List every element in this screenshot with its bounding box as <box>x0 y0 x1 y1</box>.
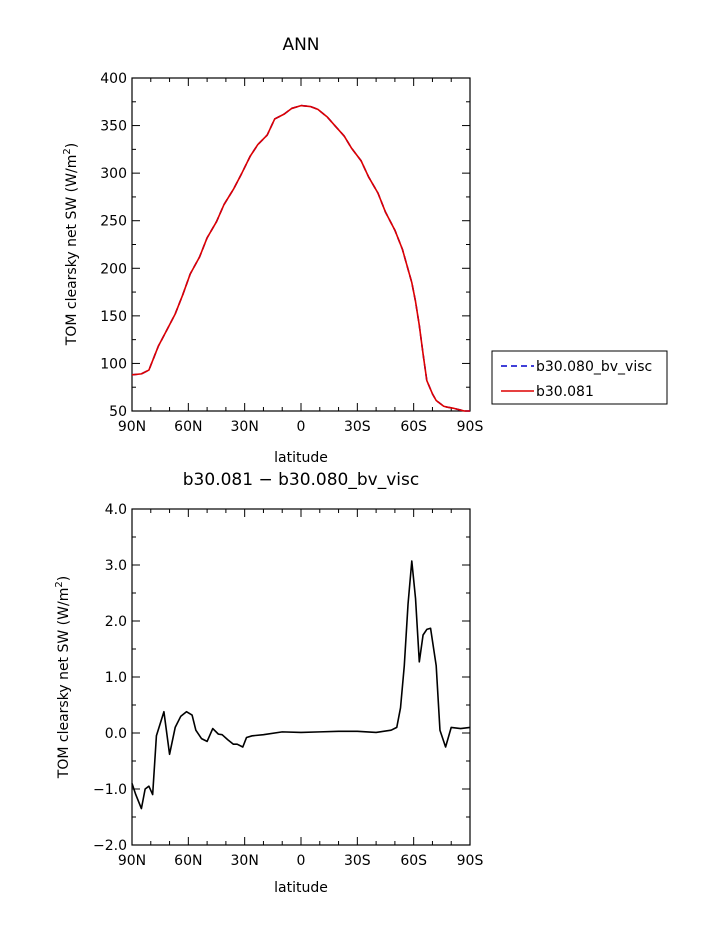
top-y-tick-label: 300 <box>100 166 127 182</box>
top-x-tick-label: 90N <box>118 419 146 435</box>
bottom-y-tick-label: 0.0 <box>105 726 127 742</box>
top-x-axis-label: latitude <box>274 450 328 466</box>
bottom-y-tick-label: 3.0 <box>105 558 127 574</box>
bottom-x-tick-label: 30N <box>231 853 259 869</box>
bottom-y-tick-label: 1.0 <box>105 670 127 686</box>
bottom-y-axis-label-units: (W/m <box>56 588 72 626</box>
bottom-y-tick-label: −1.0 <box>93 782 127 798</box>
legend-label-b30-080: b30.080_bv_visc <box>536 359 652 375</box>
top-x-tick-label: 30N <box>231 419 259 435</box>
bottom-y-axis-label-sup: 2 <box>54 581 65 587</box>
bottom-chart-title: b30.081 − b30.080_bv_visc <box>183 470 419 490</box>
legend-label-b30-081: b30.081 <box>536 384 594 400</box>
legend-frame <box>491 350 668 405</box>
bottom-y-axis-label-main: TOM clearsky net SW <box>56 630 72 780</box>
bottom-x-tick-label: 90S <box>457 853 484 869</box>
top-series-lines <box>131 104 470 412</box>
top-y-axis-label-units: (W/m <box>64 155 80 193</box>
top-plot-frame <box>131 77 471 412</box>
top-x-tick-label: 0 <box>297 419 306 435</box>
bottom-axis-ticks: 90N 60N 30N 0 30S 60S 90S −2.0 −1.0 0.0 1.0 2.0 3.0 4… <box>93 502 483 869</box>
top-chart-title: ANN <box>282 35 319 55</box>
top-x-tick-label: 60N <box>174 419 202 435</box>
top-y-tick-label: 350 <box>100 119 127 135</box>
top-y-tick-label: 200 <box>100 261 127 277</box>
top-x-tick-label: 60S <box>400 419 427 435</box>
bottom-x-tick-label: 90N <box>118 853 146 869</box>
bottom-x-tick-label: 0 <box>297 853 306 869</box>
top-y-tick-label: 100 <box>100 356 127 372</box>
top-y-axis-label: TOM clearsky net SW (W/m2) <box>62 143 80 346</box>
top-y-axis-label-sup: 2 <box>62 148 73 154</box>
bottom-y-axis-label: TOM clearsky net SW (W/m2) <box>54 576 72 779</box>
top-series-line-0 <box>131 104 470 412</box>
top-y-tick-label: 150 <box>100 309 127 325</box>
bottom-y-tick-label: 2.0 <box>105 614 127 630</box>
top-series-line-1 <box>131 104 470 412</box>
bottom-y-axis-label-close: ) <box>56 576 72 581</box>
bottom-x-tick-label: 60S <box>400 853 427 869</box>
top-x-tick-label: 90S <box>457 419 484 435</box>
top-y-tick-label: 250 <box>100 214 127 230</box>
top-x-tick-label: 30S <box>344 419 371 435</box>
bottom-y-tick-label: −2.0 <box>93 838 127 854</box>
bottom-x-axis-label: latitude <box>274 880 328 896</box>
bottom-panel: b30.081 − b30.080_bv_visc 90N 60N 30N 0 30S 6… <box>54 470 483 896</box>
bottom-plot-frame <box>131 508 471 846</box>
top-y-axis-label-close: ) <box>64 143 80 148</box>
legend: b30.080_bv_visc b30.081 <box>491 350 668 405</box>
top-axis-ticks: 90N 60N 30N 0 30S 60S 90S 50 100 150 200 250 300 350 4… <box>100 71 483 435</box>
bottom-y-tick-label: 4.0 <box>105 502 127 518</box>
top-panel: ANN 90N 60N 30N 0 30S 60S 90S 50 100 150 200 250 300… <box>62 35 483 466</box>
top-y-axis-label-main: TOM clearsky net SW <box>64 197 80 347</box>
bottom-x-tick-label: 60N <box>174 853 202 869</box>
top-y-tick-label: 400 <box>100 71 127 87</box>
bottom-series-lines <box>131 560 471 810</box>
bottom-x-tick-label: 30S <box>344 853 371 869</box>
bottom-series-line-0 <box>131 560 471 810</box>
top-y-tick-label: 50 <box>109 404 127 420</box>
